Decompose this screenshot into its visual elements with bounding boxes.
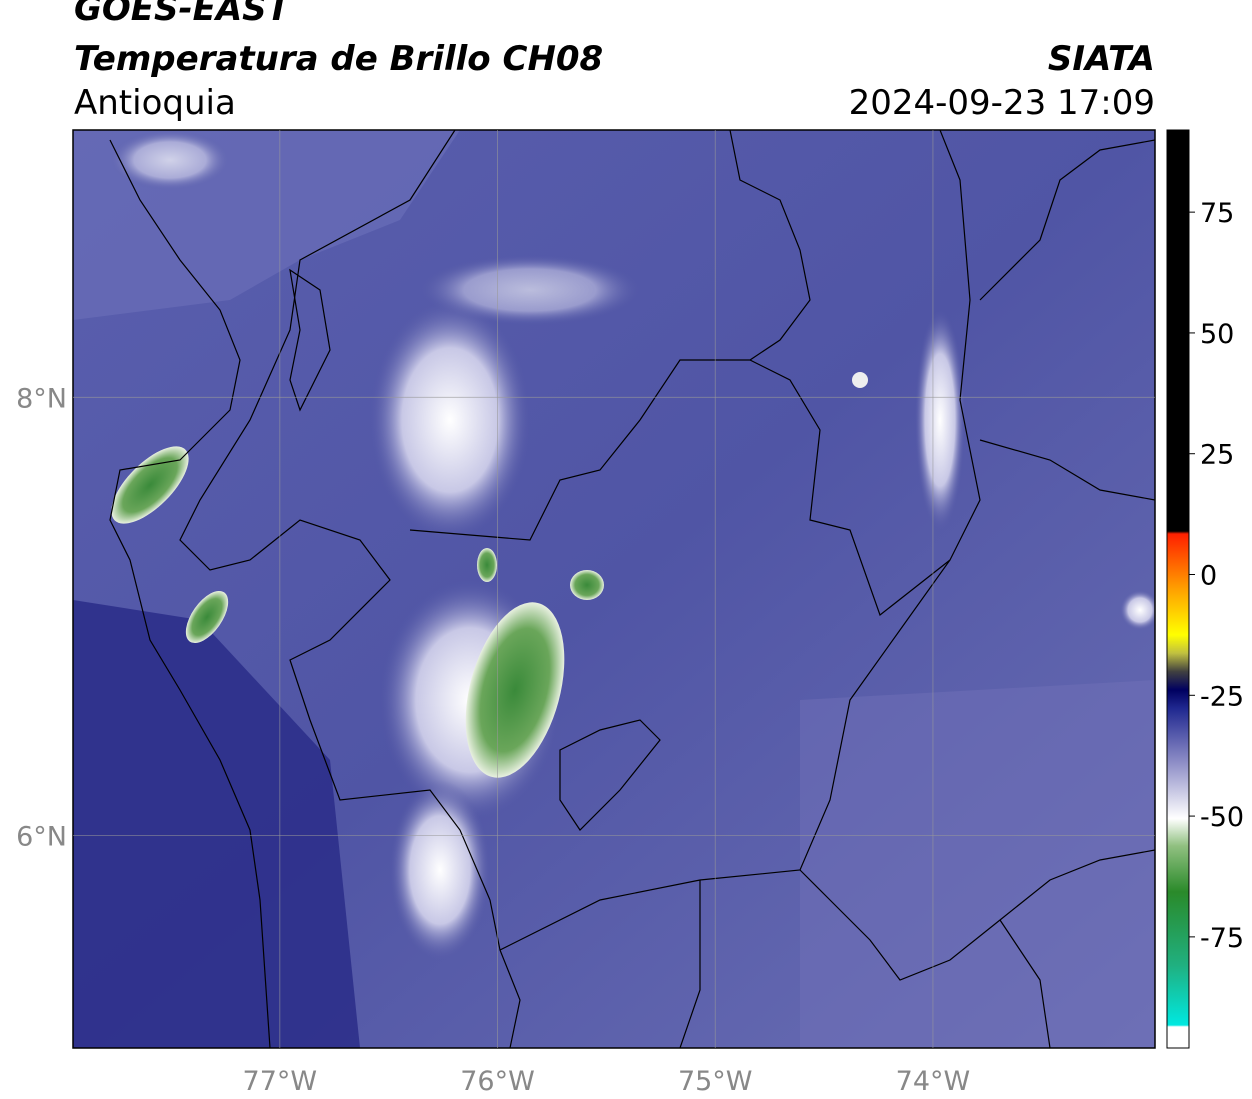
region: Antioquia [74, 83, 236, 123]
y-tick-label: 8°N [16, 383, 67, 414]
colorbar-tick-label: -75 [1200, 923, 1244, 954]
x-tick-label: 74°W [896, 1066, 971, 1097]
map-image [73, 130, 1155, 1048]
source: SIATA [1048, 39, 1155, 79]
colorbar-tick-label: -50 [1200, 802, 1244, 833]
x-tick-label: 76°W [460, 1066, 535, 1097]
y-tick-label: 6°N [16, 821, 67, 852]
colorbar-tick-label: 50 [1200, 319, 1234, 350]
title: GOES-EAST [74, 0, 293, 29]
colorbar-tick-label: 0 [1200, 561, 1217, 592]
subtitle: Temperatura de Brillo CH08 [74, 39, 603, 79]
map-frame [72, 129, 1156, 1049]
colorbar-tick-label: 75 [1200, 198, 1234, 229]
x-tick-label: 77°W [243, 1066, 318, 1097]
colorbar [1166, 129, 1190, 1049]
datetime: 2024-09-23 17:09 [849, 83, 1155, 123]
x-tick-label: 75°W [678, 1066, 753, 1097]
colorbar-tick-label: 25 [1200, 440, 1234, 471]
colorbar-tick-label: -25 [1200, 681, 1244, 712]
